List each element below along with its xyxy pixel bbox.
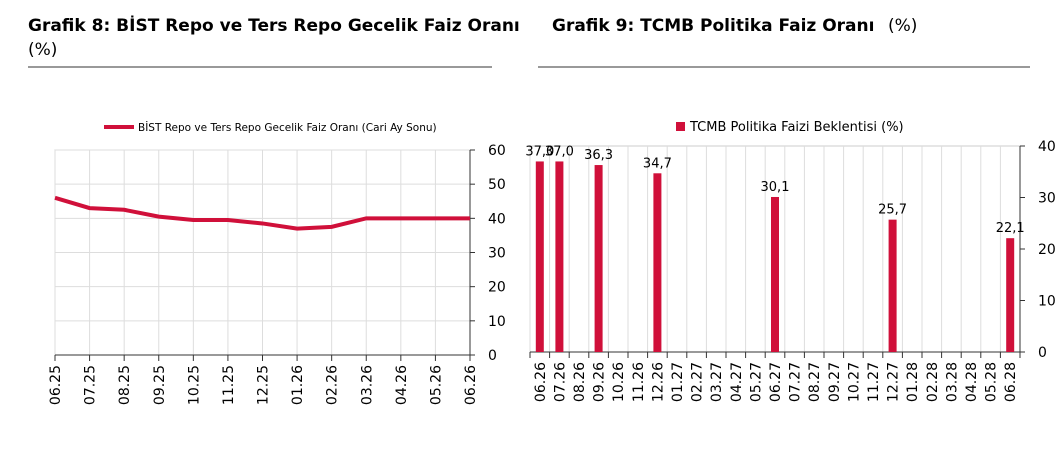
y-tick-label: 50 (488, 177, 506, 193)
value-label: 37,0 (545, 144, 574, 159)
x-tick-label: 08.26 (572, 362, 588, 402)
x-tick-label: 05.27 (748, 362, 764, 402)
x-tick-label: 09.27 (827, 362, 843, 402)
bar (771, 196, 779, 352)
y-tick-label: 30 (1038, 191, 1056, 207)
chart-title: Grafik 8: BİST Repo ve Ters Repo Gecelik… (28, 14, 520, 36)
bar (1006, 238, 1015, 352)
chart-title: Grafik 9: TCMB Politika Faiz Oranı (552, 16, 874, 36)
x-tick-label: 03.28 (944, 362, 960, 402)
x-tick-label: 10.27 (846, 362, 862, 402)
x-tick-label: 01.28 (905, 362, 921, 402)
x-tick-label: 01.26 (290, 365, 306, 405)
x-tick-label: 03.26 (359, 365, 375, 405)
value-label: 34,7 (643, 156, 672, 171)
value-label: 25,7 (878, 203, 907, 218)
x-tick-label: 06.26 (463, 365, 479, 405)
y-tick-label: 30 (488, 246, 506, 262)
y-tick-label: 60 (488, 143, 506, 159)
x-tick-label: 05.28 (984, 362, 1000, 402)
line (54, 195, 470, 231)
bar (535, 161, 544, 352)
y-tick-label: 10 (1038, 294, 1056, 310)
y-tick-label: 20 (1038, 242, 1056, 258)
x-tick-label: 06.27 (768, 362, 784, 402)
y-tick-label: 10 (488, 314, 506, 330)
y-tick-label: 0 (488, 348, 497, 364)
x-tick-label: 10.25 (186, 365, 202, 405)
x-tick-label: 01.27 (670, 362, 686, 402)
x-tick-label: 07.25 (83, 365, 99, 405)
x-tick-label: 08.25 (117, 365, 133, 405)
x-tick-label: 07.26 (552, 362, 568, 402)
x-tick-label: 06.26 (533, 362, 549, 402)
chart-unit: (%) (888, 16, 917, 36)
x-tick-label: 09.25 (152, 365, 168, 405)
x-tick-label: 04.26 (394, 365, 410, 405)
x-tick-label: 04.27 (729, 362, 745, 402)
x-tick-label: 12.27 (886, 362, 902, 402)
y-tick-label: 40 (488, 211, 506, 227)
x-tick-label: 12.26 (650, 362, 666, 402)
x-tick-label: 09.26 (592, 362, 608, 402)
x-tick-label: 02.26 (325, 365, 341, 405)
y-tick-label: 20 (488, 280, 506, 296)
y-tick-label: 0 (1038, 345, 1047, 361)
x-tick-label: 06.28 (1003, 362, 1019, 402)
x-tick-label: 10.26 (611, 362, 627, 402)
x-tick-label: 07.27 (788, 362, 804, 402)
bar (888, 219, 897, 352)
x-tick-label: 11.26 (631, 362, 647, 402)
x-tick-label: 12.25 (256, 365, 272, 405)
chart-unit: (%) (28, 40, 57, 60)
bar (594, 165, 603, 352)
x-tick-label: 06.25 (48, 365, 64, 405)
bar (653, 173, 662, 352)
x-tick-label: 11.25 (221, 365, 237, 405)
x-tick-label: 02.28 (925, 362, 941, 402)
x-tick-label: 05.26 (428, 365, 444, 405)
legend-swatch (676, 122, 685, 131)
x-tick-label: 04.28 (964, 362, 980, 402)
value-label: 30,1 (761, 180, 790, 195)
legend-label: BİST Repo ve Ters Repo Gecelik Faiz Oran… (138, 121, 437, 134)
x-tick-label: 11.27 (866, 362, 882, 402)
x-tick-label: 03.27 (709, 362, 725, 402)
value-label: 36,3 (584, 148, 613, 163)
value-label: 37,0 (525, 144, 554, 159)
y-tick-label: 40 (1038, 139, 1056, 155)
bar (555, 161, 564, 352)
legend-label: TCMB Politika Faizi Beklentisi (%) (689, 120, 904, 135)
x-tick-label: 08.27 (807, 362, 823, 402)
x-tick-label: 02.27 (690, 362, 706, 402)
value-label: 22,1 (996, 221, 1025, 236)
